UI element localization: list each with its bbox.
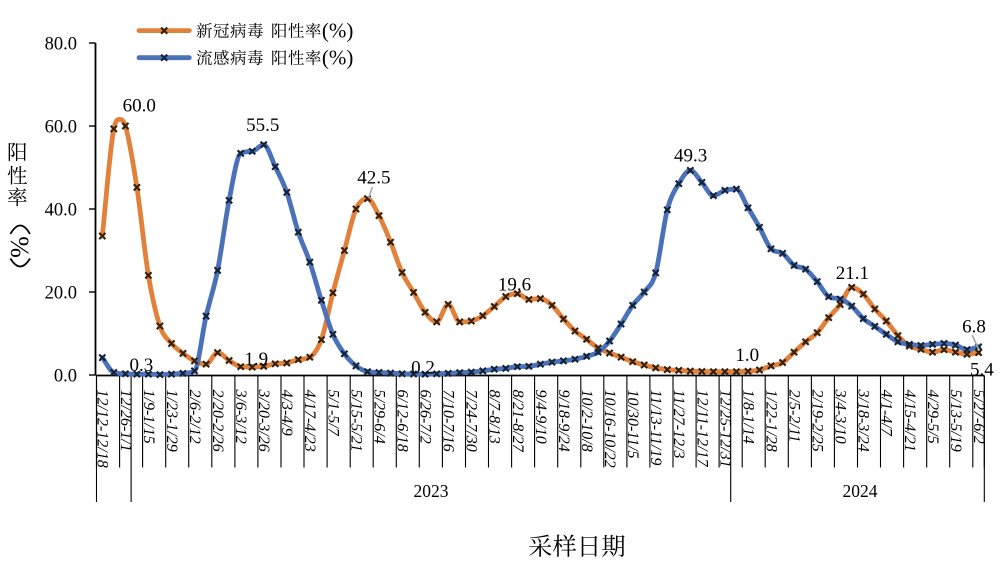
svg-text:6/12-6/18: 6/12-6/18 [394,390,411,452]
svg-text:4/3-4/9: 4/3-4/9 [278,390,295,436]
svg-text:2023: 2023 [414,481,449,501]
svg-text:5/27-6/2: 5/27-6/2 [970,390,987,444]
svg-text:2/20-2/26: 2/20-2/26 [209,390,226,452]
svg-text:12/26-1/1: 12/26-1/1 [117,390,134,452]
svg-text:10/30-11/5: 10/30-11/5 [624,390,641,459]
svg-text:3/18-3/24: 3/18-3/24 [855,389,872,452]
svg-text:11/27-12/3: 11/27-12/3 [670,390,687,459]
svg-text:1/8-1/14: 1/8-1/14 [739,390,756,444]
svg-text:0.3: 0.3 [130,355,154,376]
svg-text:0.0: 0.0 [54,366,77,386]
svg-text:5/1-5/7: 5/1-5/7 [324,390,341,437]
svg-text:20.0: 20.0 [45,283,77,303]
svg-text:12/11-12/17: 12/11-12/17 [693,390,710,468]
svg-text:42.5: 42.5 [357,168,390,189]
svg-text:9/4-9/10: 9/4-9/10 [532,390,549,444]
svg-text:5/13-5/19: 5/13-5/19 [947,390,964,452]
svg-text:4/29-5/5: 4/29-5/5 [924,390,941,444]
svg-text:3/20-3/26: 3/20-3/26 [255,389,272,452]
svg-text:(%): (%) [322,46,353,70]
svg-text:19.6: 19.6 [498,274,531,295]
svg-text:2/5-2/11: 2/5-2/11 [786,390,803,443]
svg-text:40.0: 40.0 [45,200,77,220]
svg-text:12/25-12/31: 12/25-12/31 [716,390,733,468]
svg-text:4/17-4/23: 4/17-4/23 [301,390,318,452]
svg-text:(%): (%) [322,19,353,43]
svg-text:9/18-9/24: 9/18-9/24 [555,390,572,452]
svg-text:80.0: 80.0 [45,34,77,54]
svg-text:3/4-3/10: 3/4-3/10 [832,389,849,444]
svg-text:4/15-4/21: 4/15-4/21 [901,390,918,452]
svg-text:1.9: 1.9 [244,349,268,370]
svg-text:8/7-8/13: 8/7-8/13 [486,390,503,444]
svg-text:0.2: 0.2 [411,358,435,379]
svg-text:1/23-1/29: 1/23-1/29 [163,390,180,452]
svg-text:12/12-12/18: 12/12-12/18 [94,390,111,468]
svg-text:%: % [5,236,34,258]
svg-text:2/6-2/12: 2/6-2/12 [186,390,203,444]
svg-text:1.0: 1.0 [735,345,759,366]
svg-text:5/15-5/21: 5/15-5/21 [347,390,364,452]
svg-text:10/16-10/22: 10/16-10/22 [601,390,618,468]
svg-text:10/2-10/8: 10/2-10/8 [578,390,595,452]
svg-text:21.1: 21.1 [836,263,869,284]
svg-text:11/13-11/19: 11/13-11/19 [647,390,664,466]
svg-text:6/26-7/2: 6/26-7/2 [417,390,434,444]
svg-text:2024: 2024 [843,481,878,501]
svg-text:4/1-4/7: 4/1-4/7 [878,390,895,437]
svg-text:7/10-7/16: 7/10-7/16 [440,390,457,452]
svg-text:55.5: 55.5 [246,115,279,136]
svg-text:1/9-1/15: 1/9-1/15 [140,390,157,444]
svg-text:2/19-2/25: 2/19-2/25 [809,390,826,452]
svg-text:6.8: 6.8 [962,317,986,338]
svg-text:60.0: 60.0 [123,95,156,116]
svg-text:49.3: 49.3 [674,146,707,167]
svg-text:5/29-6/4: 5/29-6/4 [370,390,387,444]
svg-text:60.0: 60.0 [45,117,77,137]
svg-text:7/24-7/30: 7/24-7/30 [463,390,480,452]
svg-text:5.4: 5.4 [970,359,994,380]
svg-text:1/22-1/28: 1/22-1/28 [762,390,779,452]
svg-text:3/6-3/12: 3/6-3/12 [232,389,249,444]
svg-text:8/21-8/27: 8/21-8/27 [509,390,526,453]
